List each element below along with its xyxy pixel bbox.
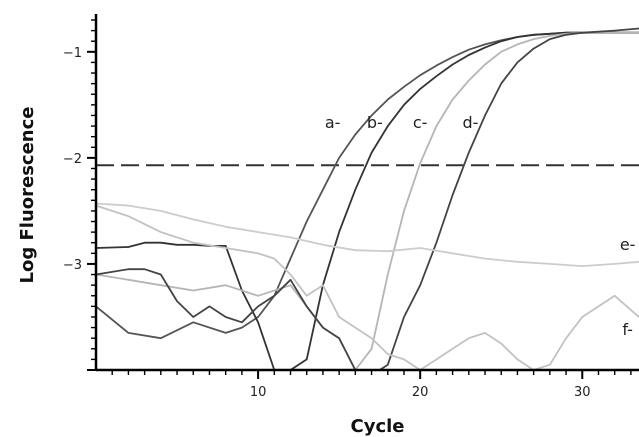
curve-label-d: d- (462, 113, 478, 132)
series-line-e (95, 202, 639, 268)
curve-label-a: a- (325, 113, 341, 132)
curve-label-f: f- (622, 320, 633, 339)
curve-label-b: b- (367, 113, 383, 132)
series-line-b (95, 31, 639, 371)
x-tick-label: 30 (574, 385, 591, 400)
y-tick-label: −2 (63, 152, 82, 167)
series-line-d (95, 27, 639, 371)
curve-label-e: e- (620, 235, 636, 254)
y-tick-label: −3 (63, 258, 82, 273)
x-tick-label: 20 (412, 385, 429, 400)
series-line-f (95, 204, 639, 371)
x-axis-title: Cycle (351, 416, 405, 437)
series-line-a (95, 31, 639, 340)
y-tick-label: −1 (63, 46, 82, 61)
curve-label-c: c- (413, 113, 428, 132)
x-tick-label: 10 (250, 385, 267, 400)
series-line-c (95, 31, 639, 371)
y-axis-title: Log Fluorescence (17, 106, 38, 283)
